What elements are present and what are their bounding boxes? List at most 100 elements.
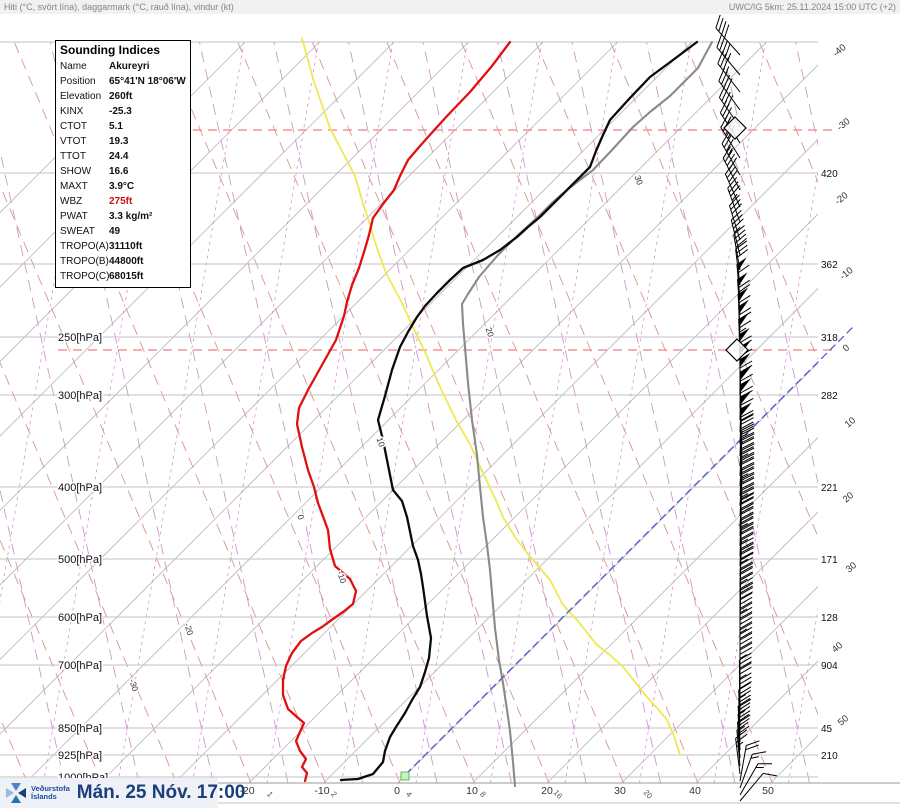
isotherm-right-label: -10 <box>838 265 856 282</box>
dry-adiabat-line <box>460 42 773 783</box>
index-row: MAXT 3.9°C <box>60 179 190 194</box>
index-row: Position 65°41'N 18°06'W <box>60 74 190 89</box>
wind-barb <box>739 463 755 507</box>
met-office-name: Veðurstofa Íslands <box>31 785 70 801</box>
wind-barb <box>739 433 755 477</box>
height-label: 282 <box>821 391 838 402</box>
index-value: 260ft <box>109 91 133 102</box>
barb-staff <box>739 412 754 457</box>
barb-staff <box>727 177 741 223</box>
height-label: 904 <box>821 661 838 672</box>
wind-barb <box>716 34 741 76</box>
moist-adiabat-line <box>497 42 661 783</box>
wind-barb <box>739 412 754 457</box>
moist-adiabat-line <box>870 42 900 783</box>
barb-staff <box>739 443 755 487</box>
index-label: TTOT <box>60 151 86 162</box>
barb-pennant <box>740 402 752 417</box>
moist-adiabat-line <box>0 487 65 783</box>
isotherm-line <box>546 511 818 783</box>
mixing-ratio-label: 20 <box>642 788 655 801</box>
index-row: TROPO(B) 44800ft <box>60 254 190 269</box>
pressure-axis-label: 850[hPa] <box>58 723 102 735</box>
wind-barb <box>727 177 741 223</box>
index-value: 68015ft <box>109 271 144 282</box>
height-label: 128 <box>821 613 838 624</box>
wind-barb <box>738 690 752 735</box>
dry-adiabat-line <box>609 42 818 538</box>
mixing-ratio-label: 4 <box>404 790 414 800</box>
wind-barb <box>724 162 741 208</box>
moist-adiabat-line <box>348 42 512 783</box>
height-label: 420 <box>821 169 838 180</box>
pressure-axis-label: 300[hPa] <box>58 390 102 402</box>
index-value: 19.3 <box>109 136 129 147</box>
index-value: -25.3 <box>109 106 132 117</box>
dry-adiabat-line <box>0 538 103 783</box>
index-value: 31110ft <box>109 241 143 252</box>
isotherm-line <box>0 42 469 512</box>
barb-pennant <box>738 312 749 328</box>
index-row: SWEAT 49 <box>60 224 190 239</box>
moist-adiabat-line <box>0 149 140 783</box>
mixing-ratio-line <box>639 42 766 783</box>
pressure-axis-label: 600[hPa] <box>58 612 102 624</box>
valid-time-label: Mán. 25 Nóv. 17:00 <box>76 782 246 803</box>
dry-adiabat-line <box>162 42 475 783</box>
barb-staff <box>735 729 748 775</box>
index-label: TROPO(C) <box>60 271 110 282</box>
barb-staff <box>739 740 760 782</box>
adiabat-label: -10 <box>335 570 348 585</box>
met-office-name-line1: Veðurstofa <box>31 784 70 793</box>
sounding-indices-rows: Name Akureyri Position 65°41'N 18°06'W Eleva… <box>60 59 190 284</box>
barb-staff <box>739 463 755 507</box>
index-row: Elevation 260ft <box>60 89 190 104</box>
dry-adiabat-line <box>684 42 818 361</box>
index-label: SHOW <box>60 166 92 177</box>
barb-staff <box>729 194 742 241</box>
isotherm-line <box>0 42 544 586</box>
index-value: 3.9°C <box>109 181 135 192</box>
index-value: 49 <box>109 226 121 237</box>
index-row: Name Akureyri <box>60 59 190 74</box>
barb-pennant <box>740 341 751 355</box>
index-row: TTOT 24.4 <box>60 149 190 164</box>
barb-staff <box>739 433 755 477</box>
logo-triangle <box>18 788 26 798</box>
index-label: Elevation <box>60 91 102 102</box>
index-label: CTOT <box>60 121 88 132</box>
adiabat-label: -20 <box>182 622 195 637</box>
yellow-reference-line <box>301 37 681 756</box>
barb-staff <box>736 721 749 767</box>
index-row: KINX -25.3 <box>60 104 190 119</box>
barb-staff <box>739 423 755 467</box>
isotherm-line <box>621 585 818 783</box>
isotherm-right-label: -30 <box>835 116 853 133</box>
barb-pennant <box>740 366 752 381</box>
index-row: SHOW 16.6 <box>60 164 190 179</box>
met-office-name-line2: Íslands <box>31 792 57 801</box>
mixing-ratio-line <box>415 42 543 783</box>
wind-barb <box>718 67 741 111</box>
tropopause-diamond-marker <box>725 338 749 362</box>
dry-adiabat-line <box>0 361 177 783</box>
index-label: PWAT <box>60 211 88 222</box>
barb-pennant <box>740 390 752 405</box>
sounding-indices-box: Sounding Indices Name Akureyri Position 65°… <box>55 40 191 288</box>
index-label: WBZ <box>60 196 83 207</box>
isotherm-line <box>397 362 818 783</box>
pressure-axis-label: 400[hPa] <box>58 482 102 494</box>
height-label: 171 <box>821 555 838 566</box>
index-label: Name <box>60 61 87 72</box>
dry-adiabat-line <box>758 42 818 183</box>
isotherm-right-label: 30 <box>844 560 859 575</box>
barb-staff <box>716 34 741 76</box>
header-left-label: Hiti (°C, svört lína), daggarmark (°C, r… <box>4 2 234 12</box>
mixing-ratio-label: 2 <box>329 790 339 800</box>
barb-staff <box>737 705 751 751</box>
mixing-ratio-label: 1 <box>265 790 275 800</box>
barb-pennant <box>740 353 751 367</box>
barb-pennant <box>738 299 749 315</box>
isotherm-right-label: -20 <box>833 190 851 207</box>
